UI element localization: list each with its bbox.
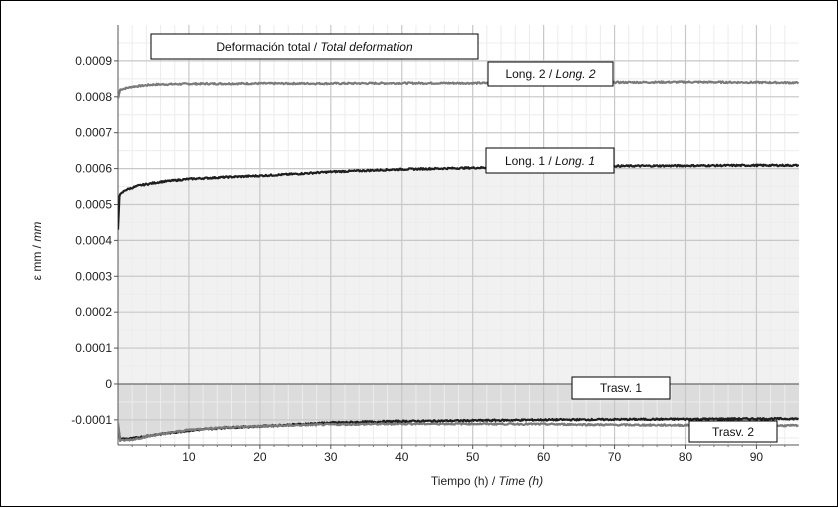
y-tick-label: 0.0001 [75, 341, 112, 355]
y-tick-label: 0.0006 [75, 162, 112, 176]
y-axis-label-regular: ε mm / [30, 242, 44, 281]
series-long1-line [118, 163, 799, 230]
series-label-long2: Long. 2 / Long. 2 [505, 67, 595, 81]
x-tick-label: 80 [679, 450, 693, 464]
series-label-long2-italic: Long. 2 [556, 67, 596, 81]
x-tick-label: 90 [750, 450, 764, 464]
x-tick-label: 10 [182, 450, 196, 464]
x-tick-label: 70 [608, 450, 622, 464]
series-long2-line [118, 80, 799, 99]
x-tick-label: 50 [466, 450, 480, 464]
series-label-trasv1: Trasv. 1 [600, 381, 642, 395]
x-tick-label: 30 [324, 450, 338, 464]
x-axis-label-regular: Tiempo (h) / [431, 474, 499, 488]
y-tick-label: 0.0002 [75, 305, 112, 319]
series-label-long1-regular: Long. 1 / [505, 154, 555, 168]
y-axis-label-italic: mm [30, 222, 44, 242]
series-label-box-long1 [485, 147, 615, 174]
chart-title-regular: Deformación total / [216, 40, 320, 54]
y-tick-label: 0.0005 [75, 197, 112, 211]
x-axis-label: Tiempo (h) / Time (h) [431, 474, 543, 488]
chart-title: Deformación total / Total deformation [216, 40, 413, 54]
y-tick-label: -0.0001 [71, 413, 112, 427]
y-tick-label: 0.0009 [75, 54, 112, 68]
series-label-long1-italic: Long. 1 [555, 154, 595, 168]
series-label-long1: Long. 1 / Long. 1 [505, 154, 595, 168]
axes: 10 20 30 40 50 60 70 80 90 0.0009 0.0008 0.0007 0.00… [71, 25, 799, 464]
y-tick-label: 0.0003 [75, 269, 112, 283]
series-trasv2-line [118, 421, 799, 443]
y-tick-label: 0.0007 [75, 126, 112, 140]
series-label-long2-regular: Long. 2 / [505, 67, 555, 81]
y-tick-label: 0.0004 [75, 233, 112, 247]
series-label-box-trasv2 [688, 420, 778, 443]
x-tick-label: 40 [395, 450, 409, 464]
series-label-box-long2 [487, 61, 614, 87]
series-label-box-trasv1 [571, 376, 671, 400]
chart-title-italic: Total deformation [320, 40, 413, 54]
series-label-trasv2: Trasv. 2 [712, 425, 754, 439]
x-tick-label: 60 [537, 450, 551, 464]
y-tick-label: 0.0008 [75, 90, 112, 104]
x-tick-label: 20 [253, 450, 267, 464]
series-lines [118, 80, 799, 443]
y-tick-label: 0 [105, 377, 112, 391]
x-axis-label-italic: Time (h) [499, 474, 544, 488]
title-box [150, 33, 479, 60]
y-axis-label: ε mm / mm [30, 222, 44, 281]
